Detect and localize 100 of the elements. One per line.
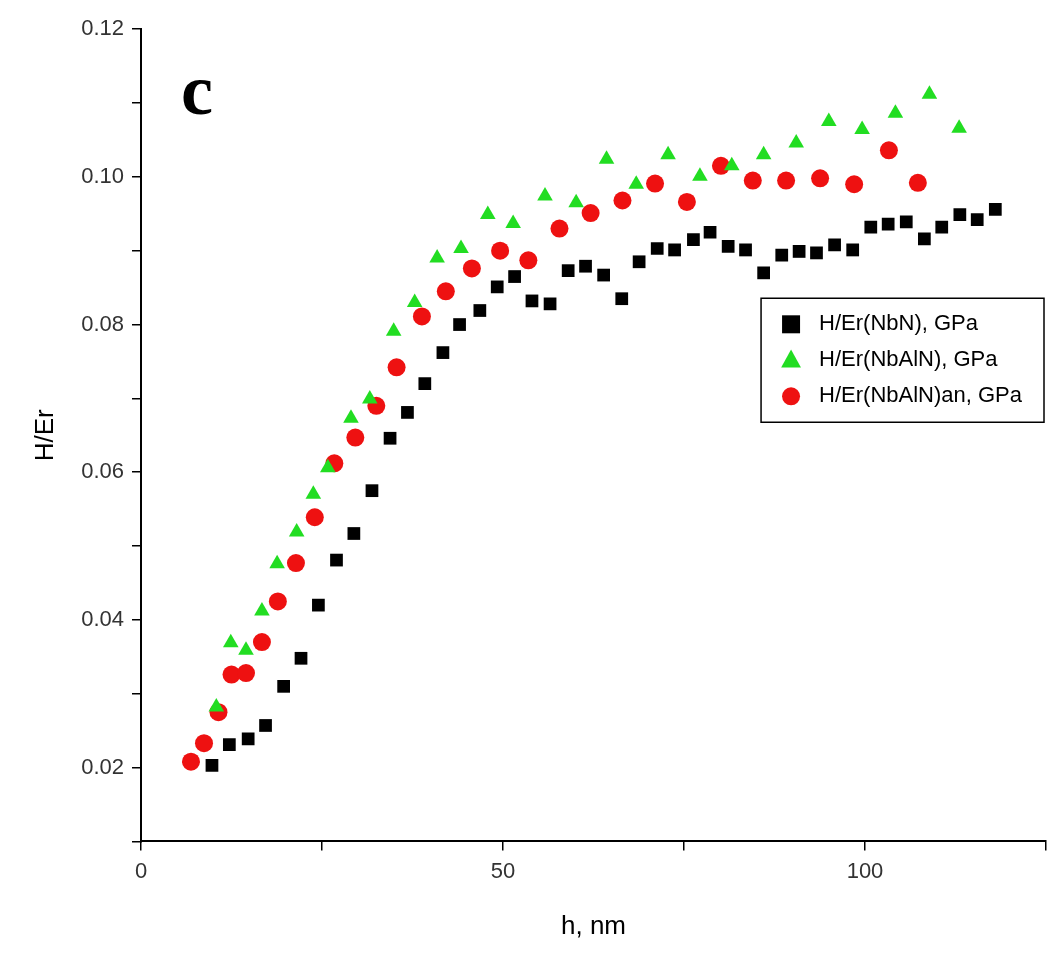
point [429,249,445,263]
point [703,225,717,239]
point [406,293,423,307]
point [811,169,830,188]
point [505,214,521,228]
point [646,174,665,193]
point [775,248,789,262]
point [347,527,361,540]
point [241,732,255,746]
point [854,120,870,135]
y-tick-label: 0.12 [81,15,125,41]
point [365,484,379,498]
point [222,738,236,752]
x-tick-label: 100 [846,857,884,883]
point [908,173,927,192]
point [724,156,740,171]
point [418,377,432,390]
point [436,282,455,301]
point [792,245,806,258]
point [743,171,762,190]
point [660,145,676,160]
point [951,119,967,133]
point [277,679,291,693]
point [288,523,305,537]
point [935,220,949,234]
point [788,133,805,148]
point [650,242,664,255]
point [615,292,629,306]
point [383,431,397,445]
y-tick-label: 0.04 [81,605,125,631]
point [401,406,414,419]
point [864,220,878,234]
point [970,213,984,227]
y-tick-label: 0.02 [81,753,125,779]
annotation: c [181,49,213,130]
point [387,358,406,377]
point [887,104,904,118]
x-tick-label: 0 [134,857,148,883]
point [491,241,510,260]
point [305,508,324,527]
point [453,318,466,331]
x-axis-title: h, nm [560,909,627,940]
point [628,175,645,189]
point [195,734,214,753]
point [550,219,569,238]
point [846,243,860,257]
y-tick-label: 0.06 [81,458,125,484]
point [480,205,496,220]
point [561,264,575,278]
point [921,85,938,99]
point [312,598,325,612]
point [777,171,796,190]
point [490,280,504,294]
point [739,243,752,257]
point [252,633,271,652]
point [537,187,553,201]
legend-label: H/Er(NbAlN), GPa [819,346,999,372]
point [286,554,305,573]
point [205,758,219,772]
point [828,238,841,252]
legend-label: H/Er(NbAlN)an, GPa [819,382,1023,408]
point [677,192,696,211]
x-tick-label: 50 [490,857,516,883]
point [259,719,272,732]
point [757,266,771,280]
point [581,204,600,223]
point [508,270,521,283]
point [881,217,895,231]
point [598,150,615,164]
point [268,592,287,611]
point [721,239,735,253]
point [519,251,538,270]
point [632,255,646,269]
y-axis-title: H/Er [28,408,59,462]
point [294,651,308,665]
point [237,664,255,683]
point [953,208,967,221]
point [579,259,592,273]
point [412,307,431,326]
y-tick-label: 0.08 [81,310,125,336]
point [918,232,931,246]
point [453,239,469,253]
point [687,233,700,246]
y-tick-label: 0.10 [81,162,125,188]
point [879,141,898,160]
point [613,191,632,210]
legend-label: H/Er(NbN), GPa [819,310,979,336]
point [385,322,402,336]
point [568,193,584,208]
point [181,752,200,771]
point [899,215,913,229]
point [668,243,681,257]
point [988,203,1002,216]
point [436,346,450,359]
point [821,112,837,126]
point [810,246,823,260]
point [692,167,708,181]
point [362,390,378,404]
point [845,175,864,194]
point [330,553,343,567]
